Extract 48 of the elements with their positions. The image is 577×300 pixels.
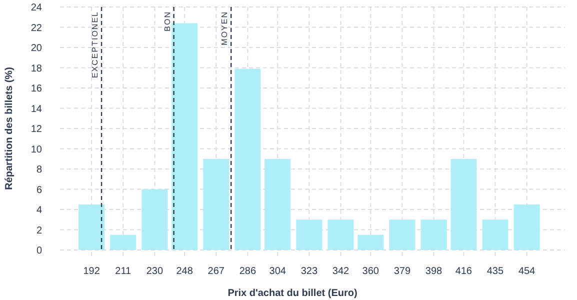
y-tick-label: 0 [36, 246, 42, 256]
bar [78, 204, 105, 250]
bar [420, 220, 447, 250]
y-axis-title: Répartition des billets (%) [4, 67, 15, 190]
x-tick-label: 454 [518, 266, 536, 277]
x-axis-title: Prix d'achat du billet (Euro) [228, 288, 358, 299]
bar [389, 220, 416, 250]
x-tick-label: 379 [394, 266, 411, 277]
x-tick-label: 435 [486, 266, 504, 277]
y-tick-label: 16 [30, 84, 42, 94]
y-tick-label: 6 [36, 184, 42, 196]
bar [328, 220, 354, 250]
bar [264, 158, 291, 250]
ref-line-label: BON [162, 11, 172, 32]
y-tick-label: 12 [30, 124, 42, 135]
y-tick-label: 18 [30, 63, 42, 74]
y-tick-label: 4 [36, 205, 42, 216]
y-tick-label: 2 [36, 225, 42, 236]
y-tick-label: 14 [30, 104, 42, 115]
bar [142, 189, 168, 250]
bar [358, 234, 384, 250]
y-tick-label: 24 [30, 2, 42, 14]
bar [234, 68, 261, 250]
bar [296, 220, 322, 250]
x-tick-label: 248 [176, 266, 194, 277]
x-tick-label: 416 [455, 266, 472, 277]
x-tick-label: 323 [300, 266, 318, 277]
bar [203, 158, 230, 250]
ref-line-label: MOYEN [220, 11, 230, 46]
bar [110, 234, 136, 250]
y-tick-label: 22 [30, 22, 42, 34]
x-tick-label: 192 [83, 266, 100, 277]
y-tick-label: 10 [30, 144, 42, 156]
x-tick-label: 304 [269, 266, 286, 277]
x-tick-label: 398 [425, 266, 443, 277]
x-tick-label: 286 [239, 266, 256, 277]
x-tick-label: 211 [115, 266, 132, 277]
x-tick-label: 360 [362, 266, 380, 277]
bar [514, 204, 540, 250]
y-tick-label: 20 [30, 43, 42, 54]
ref-line-label: EXCEPTIONEL [90, 11, 100, 78]
y-tick-label: 8 [36, 164, 42, 176]
x-tick-label: 342 [332, 266, 350, 277]
bar [482, 220, 508, 250]
x-tick-label: 230 [146, 266, 164, 277]
bar [450, 158, 477, 250]
x-tick-label: 267 [208, 266, 225, 277]
bar [172, 23, 198, 250]
